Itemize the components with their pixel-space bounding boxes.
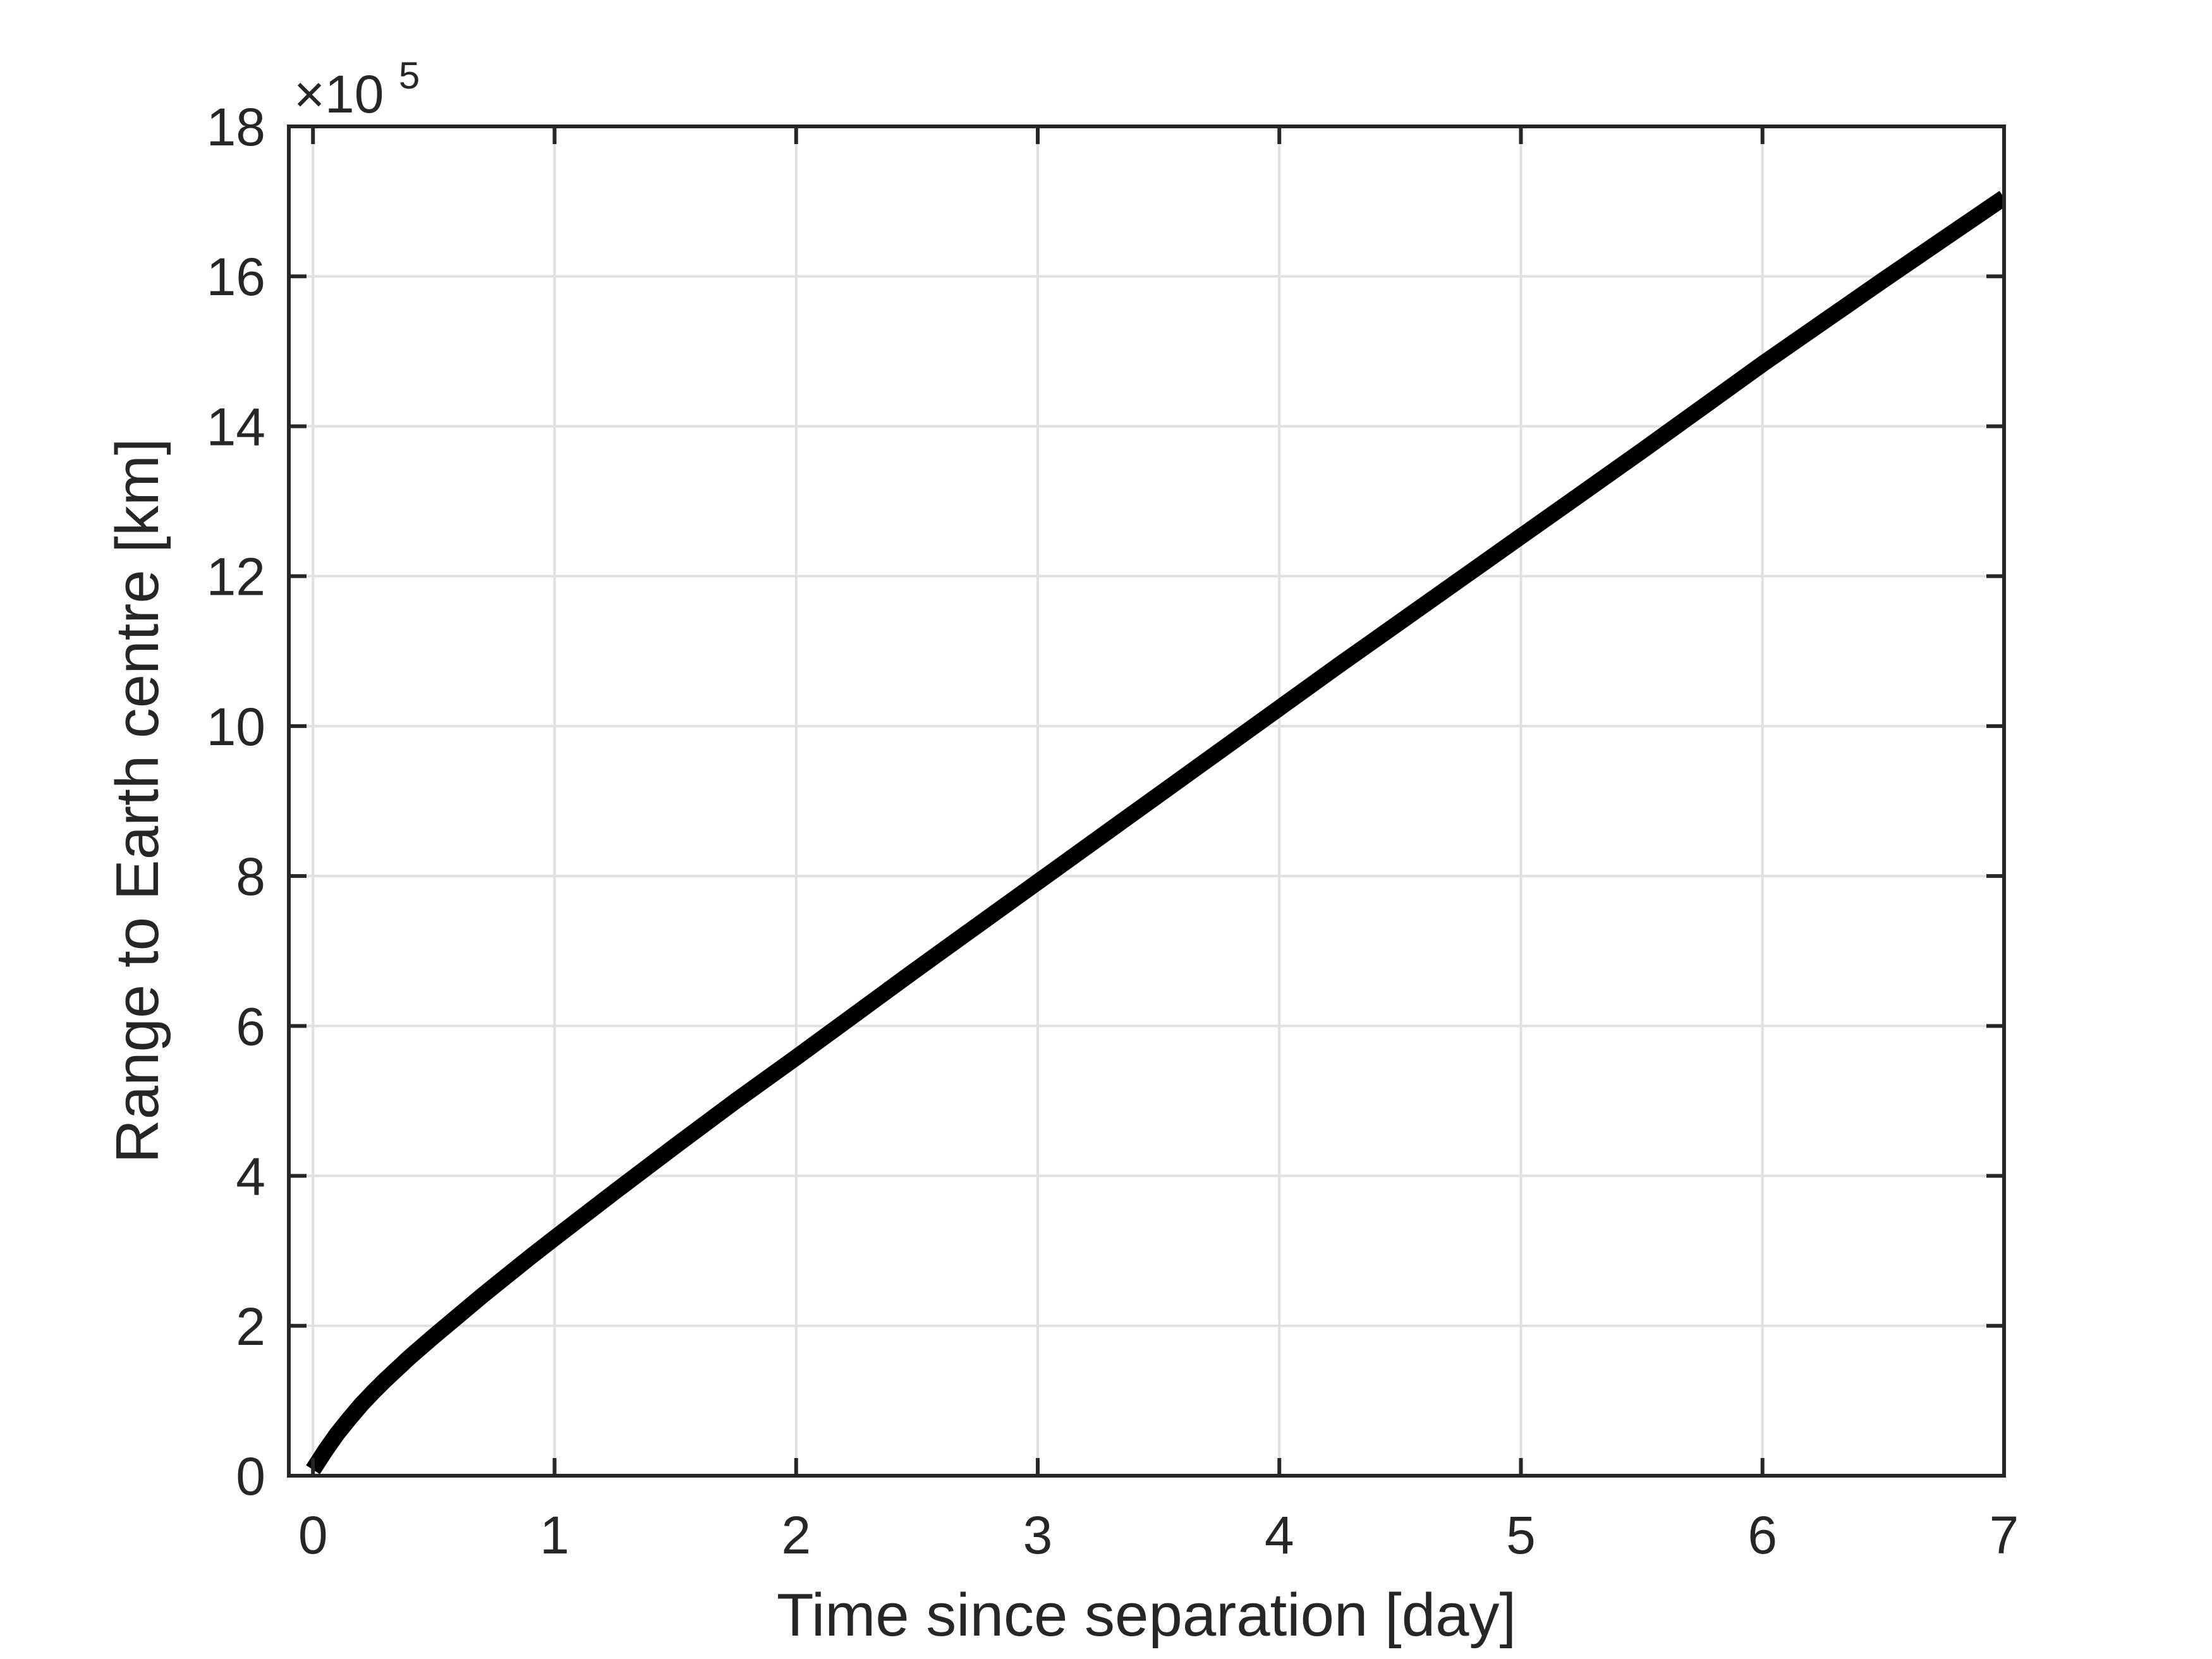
x-tick-label: 7 <box>1990 1505 2019 1565</box>
y-axis-multiplier: ×10 5 <box>294 54 420 124</box>
x-tick-label: 3 <box>1023 1505 1053 1565</box>
x-gridlines <box>312 126 2005 1476</box>
y-tick-label: 10 <box>207 697 265 757</box>
y-tick-label: 12 <box>207 547 265 607</box>
x-tick-label: 1 <box>540 1505 569 1565</box>
x-tick-label: 6 <box>1747 1505 1777 1565</box>
y-tick-label: 18 <box>207 97 265 157</box>
y-tick-label: 14 <box>207 397 265 456</box>
y-tick-label: 16 <box>207 247 265 307</box>
y-gridlines <box>289 275 2004 1327</box>
tick-marks <box>289 125 2006 1478</box>
x-tick-label: 5 <box>1506 1505 1536 1565</box>
x-tick-label: 0 <box>298 1505 328 1565</box>
x-axis-label: Time since separation [day] <box>777 1581 1516 1649</box>
y-tick-label: 4 <box>236 1147 265 1206</box>
series-line <box>306 190 2004 1474</box>
y-tick-label: 8 <box>236 847 265 906</box>
y-tick-label: 0 <box>236 1447 265 1506</box>
y-axis-multiplier-base: ×10 <box>294 64 384 124</box>
y-tick-labels: 0 2 4 6 8 10 12 14 16 18 <box>207 97 265 1506</box>
y-tick-label: 6 <box>236 997 265 1056</box>
plot-box <box>287 125 2006 1478</box>
y-tick-label: 2 <box>236 1297 265 1356</box>
y-axis-multiplier-exponent: 5 <box>399 54 420 97</box>
x-tick-label: 2 <box>781 1505 811 1565</box>
x-tick-labels: 0 1 2 3 4 5 6 7 <box>298 1505 2019 1565</box>
x-tick-label: 4 <box>1265 1505 1294 1565</box>
y-axis-label: Range to Earth centre [km] <box>104 438 171 1163</box>
